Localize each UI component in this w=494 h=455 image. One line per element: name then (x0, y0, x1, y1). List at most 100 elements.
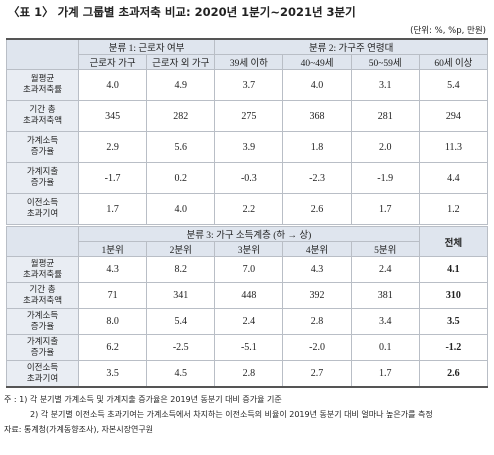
note: 2) 각 분기별 이전소득 초과기여는 가계소득에서 차지하는 이전소득의 비율… (30, 410, 433, 419)
row-label-line: 가계지출 (26, 167, 59, 177)
total-cell: 4.1 (418, 256, 489, 283)
total-cell: -1.2 (418, 334, 489, 361)
column-header: 근로자 외 가구 (146, 54, 216, 70)
row-label: 월평균 초과저축률 (6, 69, 79, 101)
row-label: 기간 총 초과저축액 (6, 100, 79, 132)
column-header: 1분위 (77, 241, 148, 257)
cell: 4.0 (282, 69, 352, 101)
title: 〈표 1〉 가계 그룹별 초과저축 비교: 2020년 1분기~2021년 3분… (8, 5, 356, 19)
header-row: 근로자 가구 근로자 외 가구 39세 이하 40~49세 50~59세 60세 이상 (7, 54, 489, 70)
cell: 345 (77, 100, 148, 132)
cell: -2.3 (282, 162, 352, 194)
cell: 392 (282, 282, 352, 309)
cell: 282 (146, 100, 216, 132)
cell: 4.9 (146, 69, 216, 101)
total-cell: 2.6 (418, 360, 489, 388)
cell: 4.0 (146, 193, 216, 225)
row-label: 가계지출 증가율 (6, 162, 79, 194)
cell: -1.7 (77, 162, 148, 194)
table-upper: 분류 1: 근로자 여부 분류 2: 가구주 연령대 근로자 가구 근로자 외 가구 3… (6, 38, 489, 225)
row-label: 가계소득 증가율 (6, 131, 79, 163)
corner (6, 226, 79, 257)
note-line: 주 : 1) 각 분기별 가계소득 및 가계지출 증가율은 2019년 동분기 … (4, 392, 433, 407)
cell: 2.0 (350, 131, 420, 163)
data-row: 가계지출 증가율 -1.7 0.2 -0.3 -2.3 -1.9 4.4 (6, 162, 489, 194)
row-label-line: 월평균 (30, 258, 55, 269)
data-row: 이전소득 초과기여 3.5 4.5 2.8 2.7 1.7 2.6 (6, 360, 489, 388)
data-row: 가계지출 증가율 6.2 -2.5 -5.1 -2.0 0.1 -1.2 (6, 334, 489, 361)
group-header: 분류 2: 가구주 연령대 (214, 38, 488, 55)
data-row: 가계소득 증가율 8.0 5.4 2.4 2.8 3.4 3.5 (6, 308, 489, 335)
notes: 주 : 1) 각 분기별 가계소득 및 가계지출 증가율은 2019년 동분기 … (4, 392, 433, 437)
cell: 2.4 (350, 256, 420, 283)
column-header: 40~49세 (282, 54, 352, 70)
cell: 2.8 (214, 360, 284, 388)
cell: 11.3 (418, 131, 489, 163)
cell: -2.5 (146, 334, 216, 361)
total-cell: 310 (418, 282, 489, 309)
cell: 7.0 (214, 256, 284, 283)
row-label-line: 월평균 (30, 74, 55, 84)
cell: 4.0 (77, 69, 148, 101)
total-header: 전체 (418, 226, 489, 257)
row-label: 월평균 초과저축률 (6, 256, 79, 283)
data-row: 기간 총 초과저축액 345 282 275 368 281 294 (6, 100, 489, 132)
cell: 368 (282, 100, 352, 132)
cell: -5.1 (214, 334, 284, 361)
note: 1) 각 분기별 가계소득 및 가계지출 증가율은 2019년 동분기 대비 증… (19, 395, 282, 404)
row-label-line: 초과저축률 (22, 85, 63, 95)
unit: (단위: %, %p, 만원) (410, 26, 486, 36)
cell: 3.7 (214, 69, 284, 101)
cell: 2.9 (77, 131, 148, 163)
total-cell: 3.5 (418, 308, 489, 335)
row-label-line: 초과저축액 (22, 295, 63, 306)
cell: 6.2 (77, 334, 148, 361)
row-label: 이전소득 초과기여 (6, 360, 79, 388)
row-label-line: 가계지출 (26, 336, 59, 347)
group-header: 분류 1: 근로자 여부 (77, 38, 216, 55)
cell: 4.5 (146, 360, 216, 388)
row-label-line: 이전소득 (26, 198, 59, 208)
cell: -2.0 (282, 334, 352, 361)
header-row: 분류 1: 근로자 여부 분류 2: 가구주 연령대 (6, 38, 488, 70)
cell: 8.2 (146, 256, 216, 283)
data-row: 기간 총 초과저축액 71 341 448 392 381 310 (6, 282, 489, 309)
column-header: 근로자 가구 (77, 54, 148, 70)
row-label: 가계지출 증가율 (6, 334, 79, 361)
cell: 4.3 (282, 256, 352, 283)
data-row: 이전소득 초과기여 1.7 4.0 2.2 2.6 1.7 1.2 (6, 193, 489, 225)
row-label: 기간 총 초과저축액 (6, 282, 79, 309)
cell: 1.2 (418, 193, 489, 225)
cell: 71 (77, 282, 148, 309)
row-label-line: 증가율 (30, 321, 55, 332)
row-label-line: 초과기여 (26, 373, 59, 384)
row-label: 가계소득 증가율 (6, 308, 79, 335)
column-header: 2분위 (146, 241, 216, 257)
cell: 3.5 (77, 360, 148, 388)
cell: -0.3 (214, 162, 284, 194)
cell: 2.4 (214, 308, 284, 335)
row-label-line: 이전소득 (26, 362, 59, 373)
cell: 0.1 (350, 334, 420, 361)
row-label: 이전소득 초과기여 (6, 193, 79, 225)
cell: 4.3 (77, 256, 148, 283)
row-label-line: 가계소득 (26, 136, 59, 146)
cell: 3.1 (350, 69, 420, 101)
note-prefix: 주 : (4, 395, 17, 404)
cell: 5.4 (146, 308, 216, 335)
group-header: 분류 3: 가구 소득계층 (하 → 상) (78, 226, 420, 242)
source: 자료: 통계청(가계동향조사), 자본시장연구원 (4, 425, 154, 434)
cell: 281 (350, 100, 420, 132)
cell: 5.4 (418, 69, 489, 101)
cell: 5.6 (146, 131, 216, 163)
data-row: 월평균 초과저축률 4.0 4.9 3.7 4.0 3.1 5.4 (6, 69, 489, 101)
cell: 3.4 (350, 308, 420, 335)
row-label-line: 가계소득 (26, 310, 59, 321)
row-label-line: 기간 총 (29, 284, 56, 295)
cell: 1.7 (350, 193, 420, 225)
cell: 341 (146, 282, 216, 309)
row-label-line: 초과저축률 (22, 269, 63, 280)
data-row: 월평균 초과저축률 4.3 8.2 7.0 4.3 2.4 4.1 (6, 256, 489, 283)
row-label-line: 증가율 (30, 147, 55, 157)
